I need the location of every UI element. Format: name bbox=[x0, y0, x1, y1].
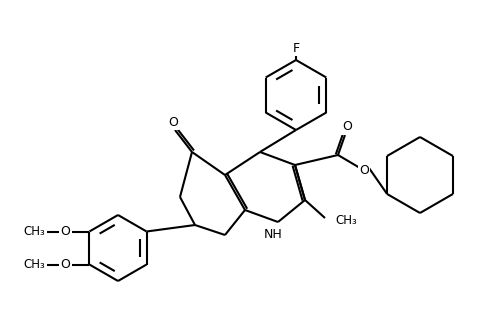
Text: O: O bbox=[342, 120, 352, 133]
Text: CH₃: CH₃ bbox=[335, 214, 357, 227]
Text: O: O bbox=[168, 115, 178, 128]
Text: NH: NH bbox=[264, 228, 282, 241]
Text: O: O bbox=[359, 164, 369, 177]
Text: F: F bbox=[292, 42, 300, 55]
Text: CH₃: CH₃ bbox=[24, 258, 45, 271]
Text: O: O bbox=[61, 225, 70, 238]
Text: O: O bbox=[61, 258, 70, 271]
Text: CH₃: CH₃ bbox=[24, 225, 45, 238]
